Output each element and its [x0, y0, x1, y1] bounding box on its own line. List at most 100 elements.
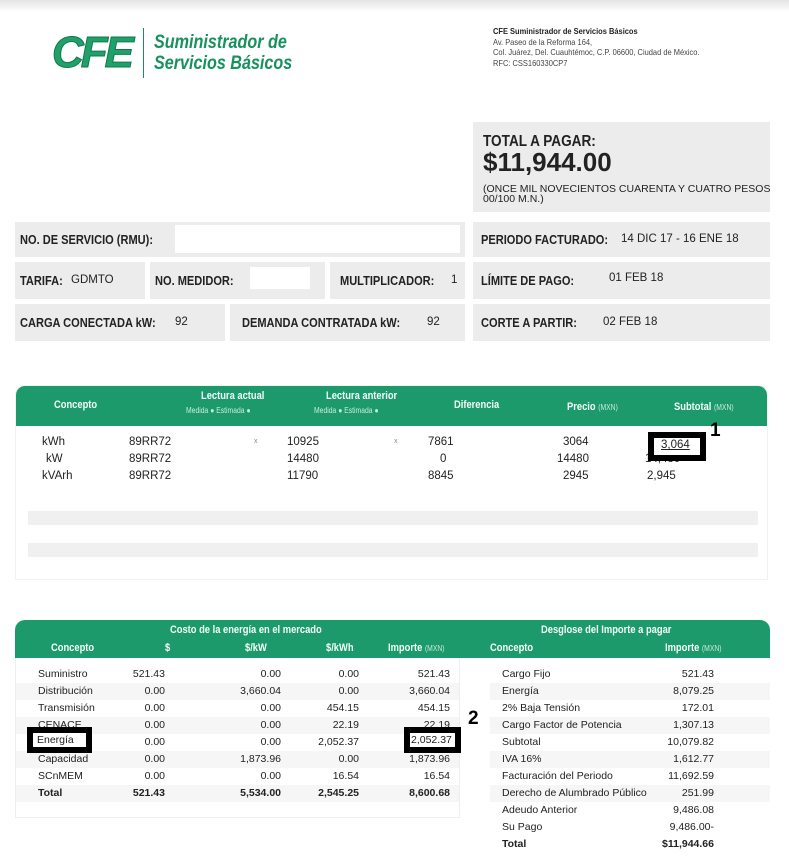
- medidor: 89RR72: [129, 470, 172, 482]
- highlighted-importe: 2,052.37: [411, 734, 452, 746]
- concepto: Cargo Fijo: [502, 668, 551, 680]
- medida-label: Medida: [314, 406, 337, 415]
- concepto: Facturación del Periodo: [502, 770, 613, 782]
- tarifa-label: TARIFA:: [20, 273, 63, 288]
- periodo-value: 14 DIC 17 - 16 ENE 18: [621, 233, 739, 245]
- empty-row: [28, 511, 758, 525]
- value: 521.43: [132, 668, 165, 680]
- logo-text: Suministrador de Servicios Básicos: [154, 32, 292, 74]
- medidor: 89RR72: [129, 436, 172, 448]
- concepto: Derecho de Alumbrado Público: [502, 787, 647, 799]
- value: 0.00: [338, 668, 359, 680]
- value: 1,873.96: [409, 753, 450, 765]
- desglose-row: Energía 8,079.25: [490, 683, 770, 700]
- value: 22.19: [332, 719, 359, 731]
- estimada-label: Estimada: [344, 406, 373, 415]
- servicio-label: NO. DE SERVICIO (RMU):: [20, 232, 154, 247]
- costo-row: Suministro 521.43 0.00 0.00 521.43: [16, 666, 459, 683]
- importe-label: Importe: [388, 642, 423, 654]
- estimada-mark: x: [394, 438, 398, 445]
- subtotal: 2,945: [647, 470, 676, 482]
- value: 454.15: [417, 702, 450, 714]
- carga-label: CARGA CONECTADA kW:: [20, 315, 156, 330]
- value: 521.43: [132, 787, 165, 799]
- importe-label: Importe: [665, 642, 700, 654]
- precio: 14480: [557, 453, 589, 465]
- consumo-row: kWh 89RR72 x 10925 x 7861 3064: [16, 434, 767, 451]
- costo-header: Costo de la energía en el mercado Concep…: [15, 620, 770, 658]
- importe: 251.99: [681, 787, 714, 799]
- limite-label: LÍMITE DE PAGO:: [481, 273, 575, 288]
- total-label: TOTAL A PAGAR:: [483, 133, 596, 150]
- concepto: Adeudo Anterior: [502, 804, 578, 816]
- demanda-box: DEMANDA CONTRATADA kW: 92: [230, 304, 465, 341]
- importe: 9,486.08: [673, 804, 714, 816]
- logo-divider: [143, 28, 144, 78]
- value: 3,660.04: [240, 685, 281, 697]
- servicio-box: NO. DE SERVICIO (RMU):: [15, 222, 465, 257]
- concepto: Energía: [502, 685, 539, 697]
- value: 0.00: [338, 753, 359, 765]
- corte-value: 02 FEB 18: [603, 316, 658, 328]
- col-concepto: Concepto: [54, 399, 98, 411]
- importe: 1,307.13: [673, 719, 714, 731]
- lectura-anterior: 0: [440, 453, 447, 465]
- consumo-table: Concepto Lectura actual Medida ● Estimad…: [15, 385, 768, 580]
- subtotal-label: Subtotal: [674, 401, 712, 413]
- value: 0.00: [260, 719, 281, 731]
- lectura-anterior: 8845: [428, 470, 454, 482]
- precio: 3064: [563, 436, 589, 448]
- concepto: kVArh: [42, 470, 73, 482]
- value: 0.00: [260, 702, 281, 714]
- empty-row: [28, 543, 758, 557]
- multiplicador-label: MULTIPLICADOR:: [340, 273, 435, 288]
- medida-label: Medida: [186, 406, 209, 415]
- concepto: Distribución: [38, 685, 93, 697]
- col-precio: Precio (MXN): [567, 401, 618, 413]
- lectura-actual: 11790: [287, 470, 319, 482]
- desglose-row: Su Pago 9,486.00-: [490, 819, 770, 836]
- medidor-box: NO. MEDIDOR:: [150, 262, 325, 299]
- cfe-logo: CFE Suministrador de Servicios Básicos: [52, 28, 317, 78]
- importe: 8,079.25: [673, 685, 714, 697]
- estimada-mark: x: [254, 438, 258, 445]
- desglose-row: Facturación del Periodo 11,692.59: [490, 768, 770, 785]
- costo-desglose-section: Costo de la energía en el mercado Concep…: [15, 620, 770, 820]
- total-words: (ONCE MIL NOVECIENTOS CUARENTA Y CUATRO …: [483, 183, 771, 205]
- importe: 1,612.77: [673, 753, 714, 765]
- corte-label: CORTE A PARTIR:: [481, 315, 577, 330]
- tarifa-box: TARIFA: GDMTO: [15, 262, 145, 299]
- col-anterior-medida: Medida ● Estimada ●: [314, 406, 379, 415]
- value: 0.00: [260, 668, 281, 680]
- concepto: IVA 16%: [502, 753, 542, 765]
- concepto: Suministro: [38, 668, 88, 680]
- concepto: Total: [38, 787, 63, 799]
- value: 1,873.96: [240, 753, 281, 765]
- value: 521.43: [417, 668, 450, 680]
- precio: 2945: [563, 470, 589, 482]
- col-actual-medida: Medida ● Estimada ●: [186, 406, 251, 415]
- concepto: 2% Baja Tensión: [502, 702, 581, 714]
- importe: 9,486.00-: [669, 821, 714, 833]
- periodo-label: PERIODO FACTURADO:: [481, 232, 609, 247]
- costo-row: Distribución 0.00 3,660.04 0.00 3,660.04: [16, 683, 459, 700]
- desglose-row: Subtotal 10,079.82: [490, 734, 770, 751]
- annotation-label-1: 1: [710, 420, 721, 441]
- importe: 172.01: [681, 702, 714, 714]
- limite-box: LÍMITE DE PAGO: 01 FEB 18: [473, 262, 770, 299]
- top-shade: [0, 0, 789, 12]
- address-line1: Av. Paseo de la Reforma 164,: [493, 36, 593, 47]
- desglose-row: Adeudo Anterior 9,486.08: [490, 802, 770, 819]
- concepto: Transmisión: [38, 702, 95, 714]
- medidor-label: NO. MEDIDOR:: [155, 273, 234, 288]
- demanda-value: 92: [427, 316, 440, 328]
- concepto: Su Pago: [502, 821, 543, 833]
- value: 0.00: [144, 736, 165, 748]
- costo-title: Costo de la energía en el mercado: [170, 624, 322, 636]
- mxn-label: (MXN): [714, 403, 734, 412]
- importe: 10,079.82: [667, 736, 714, 748]
- concepto: Capacidad: [38, 753, 89, 765]
- logo-line2: Servicios Básicos: [154, 53, 293, 74]
- col-diferencia: Diferencia: [454, 399, 500, 411]
- desglose-total-row: Total $11,944.66: [490, 836, 770, 853]
